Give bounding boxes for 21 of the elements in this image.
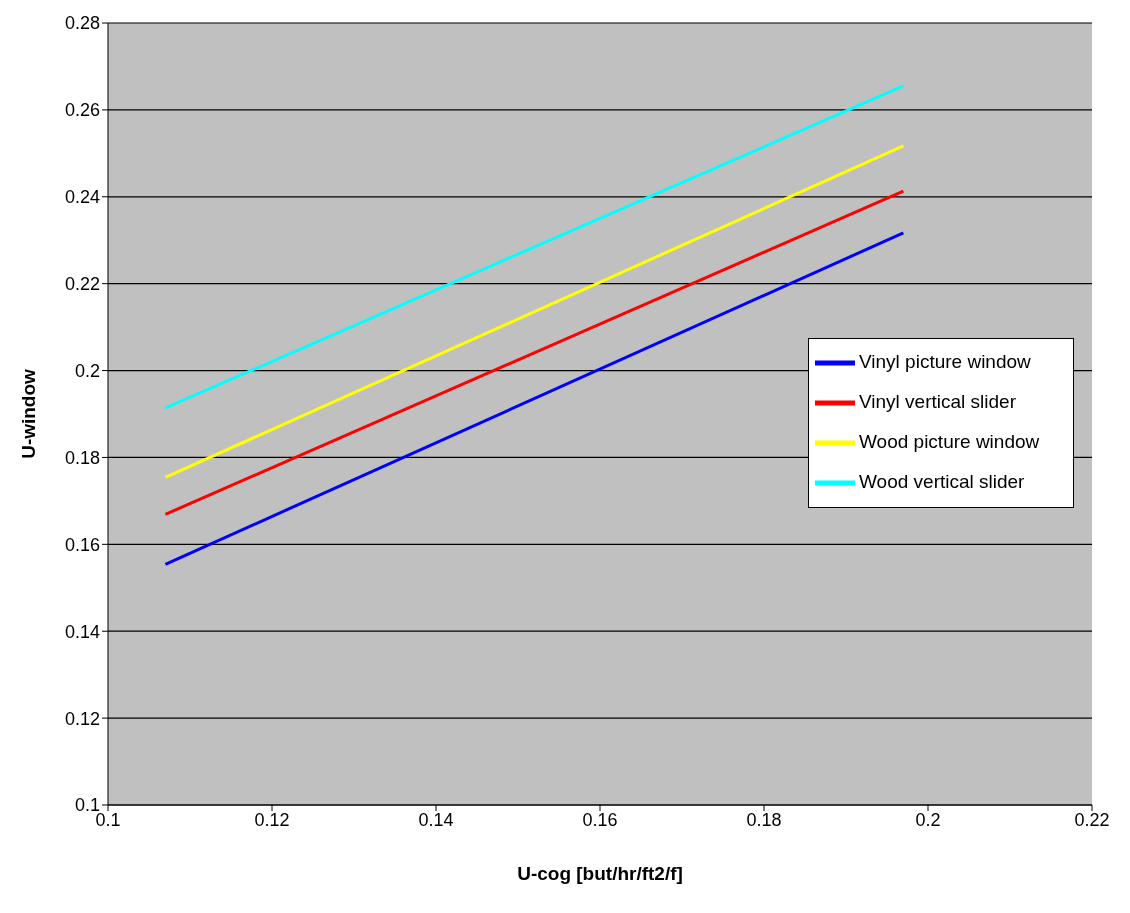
x-tick-label: 0.22 (1074, 809, 1110, 830)
x-tick-label: 0.12 (254, 809, 290, 830)
legend-label: Wood vertical slider (859, 471, 1025, 493)
y-tick-label: 0.14 (64, 621, 100, 642)
x-tick-label: 0.18 (746, 809, 782, 830)
y-tick-label: 0.22 (64, 274, 100, 295)
y-tick-label: 0.24 (64, 187, 100, 208)
y-tick-label: 0.16 (64, 534, 100, 555)
y-tick-label: 0.18 (64, 447, 100, 468)
legend-label: Vinyl picture window (859, 351, 1031, 373)
y-tick-label: 0.26 (64, 100, 100, 121)
y-axis-title: U-window (17, 368, 39, 459)
x-tick-label: 0.2 (915, 809, 941, 830)
y-tick-label: 0.2 (74, 360, 100, 381)
legend-label: Vinyl vertical slider (859, 391, 1016, 413)
x-tick-label: 0.14 (418, 809, 454, 830)
y-tick-label: 0.28 (64, 13, 100, 34)
legend-label: Wood picture window (859, 431, 1040, 453)
x-tick-label: 0.16 (582, 809, 618, 830)
y-tick-label: 0.12 (64, 708, 100, 729)
x-axis-title: U-cog [but/hr/ft2/f] (517, 863, 683, 884)
